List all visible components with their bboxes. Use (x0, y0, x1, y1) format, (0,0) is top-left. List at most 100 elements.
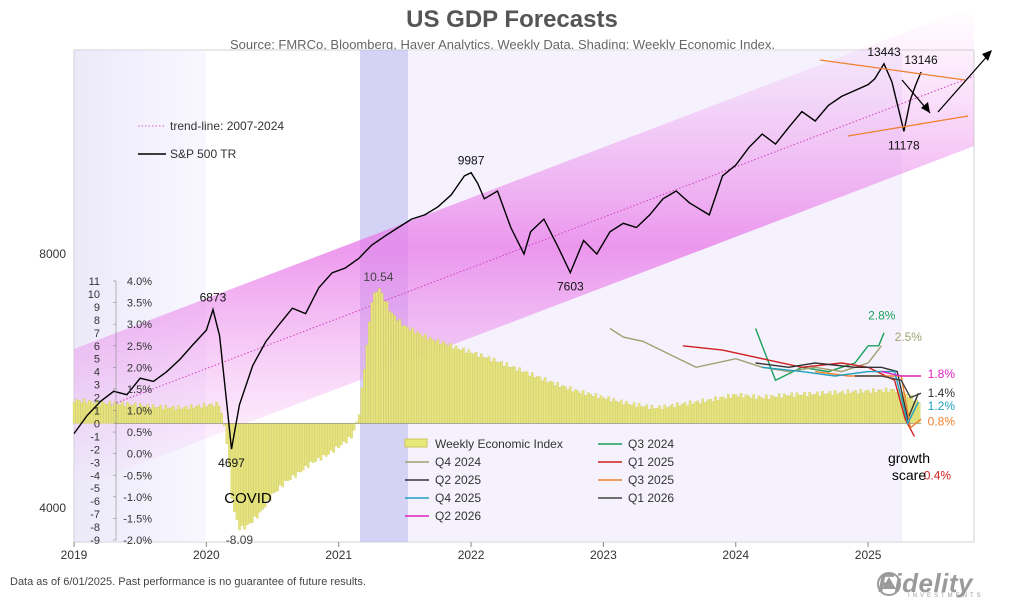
wei-bar (383, 300, 386, 424)
wei-bar (599, 395, 603, 424)
wei-bar (401, 325, 404, 424)
wei-tick-label: -6 (90, 496, 100, 508)
wei-bar (411, 327, 414, 424)
wei-bar (793, 396, 796, 424)
wei-bar (210, 403, 213, 424)
wei-bar (742, 397, 745, 424)
wei-bar (518, 367, 521, 424)
chart-subtitle: Source: FMRCo, Bloomberg, Haver Analytic… (230, 37, 776, 52)
wei-bar (668, 405, 671, 424)
wei-bar (543, 377, 547, 424)
wei-bar (553, 385, 557, 424)
wei-bar (622, 404, 626, 424)
wei-bar (113, 401, 117, 424)
wei-bar (223, 423, 226, 426)
wei-bar (164, 404, 167, 424)
wei-bar (457, 348, 460, 424)
wei-bar (454, 345, 458, 424)
wei-bar (271, 423, 274, 494)
wei-bar (698, 403, 702, 424)
wei-bar (538, 376, 542, 424)
wei-bar (617, 402, 621, 424)
wei-bar (838, 392, 842, 424)
gdp-tick-label: 2.5% (127, 341, 152, 353)
gdp-end-label: 2.5% (895, 330, 923, 344)
wei-bar (304, 423, 307, 466)
wei-bar (477, 357, 481, 424)
wei-bar (406, 326, 409, 424)
wei-bar (177, 405, 180, 424)
wei-bar (851, 391, 855, 424)
wei-bar (706, 399, 710, 424)
wei-bar (841, 390, 845, 424)
wei-bar (182, 407, 185, 424)
wei-tick-label: 4 (94, 367, 100, 379)
wei-tick-label: -5 (90, 483, 100, 495)
wei-bar (780, 397, 783, 424)
wei-bar (653, 408, 656, 424)
wei-bar (309, 423, 313, 462)
wei-bar (627, 404, 631, 424)
gdp-tick-label: 3.5% (127, 298, 152, 310)
legend-label: Q2 2025 (435, 473, 481, 487)
wei-tick-label: 8 (94, 315, 100, 327)
gdp-end-label: 0.8% (928, 414, 956, 428)
wei-bar (419, 333, 422, 424)
wei-bar (319, 423, 323, 461)
x-tick-label: 2021 (325, 548, 352, 562)
wei-bar (752, 394, 755, 424)
wei-bar (192, 407, 195, 424)
wei-bar (179, 408, 183, 424)
wei-bar (434, 341, 437, 424)
wei-bar (296, 423, 300, 472)
wei-bar (592, 396, 595, 424)
gdp-line-q4-2024 (609, 327, 882, 373)
wei-bar (721, 396, 725, 424)
wei-bar (291, 423, 295, 475)
wei-bar (340, 423, 343, 446)
wei-bar (775, 397, 778, 424)
wei-bar (528, 375, 531, 424)
wei-bar (658, 405, 661, 424)
wei-bar (762, 398, 766, 424)
wei-bar (103, 402, 106, 424)
wei-bar (821, 391, 824, 424)
wei-bar (691, 404, 694, 424)
spx-tick-label: 4000 (39, 501, 66, 515)
wei-bar (388, 311, 391, 424)
wei-bar (370, 302, 374, 424)
wei-bar (368, 321, 371, 424)
wei-bar (533, 377, 537, 424)
wei-bar (279, 423, 282, 486)
wei-bar (500, 361, 503, 424)
wei-bar (240, 423, 244, 526)
legend-swatch (404, 438, 428, 448)
wei-bar (75, 399, 78, 424)
wei-bar (739, 393, 743, 424)
spx-point-label: 7603 (557, 280, 584, 294)
wei-bar (609, 401, 613, 424)
wei-bar (156, 407, 160, 424)
gdp-line-q3-2024 (754, 328, 885, 382)
wei-bar (172, 405, 175, 424)
wei-bar (709, 398, 712, 424)
wei-bar (630, 404, 633, 424)
x-tick-label: 2019 (61, 548, 88, 562)
wei-bar (510, 366, 514, 424)
wei-bar (854, 390, 857, 424)
wei-bar (495, 361, 498, 424)
wei-bar (123, 406, 127, 424)
wei-bar (301, 423, 305, 471)
legend-label: S&P 500 TR (170, 147, 237, 161)
spx-point-label: 11178 (888, 138, 920, 152)
wei-bar (345, 423, 348, 444)
wei-bar (464, 352, 468, 424)
wei-bar (642, 406, 646, 424)
wei-bar (551, 381, 554, 424)
wei-bar (556, 381, 559, 424)
wei-bar (505, 362, 509, 424)
wei-bar (284, 423, 287, 481)
wei-bar (205, 406, 208, 424)
wei-bar (737, 396, 740, 424)
wei-bar (884, 387, 888, 424)
